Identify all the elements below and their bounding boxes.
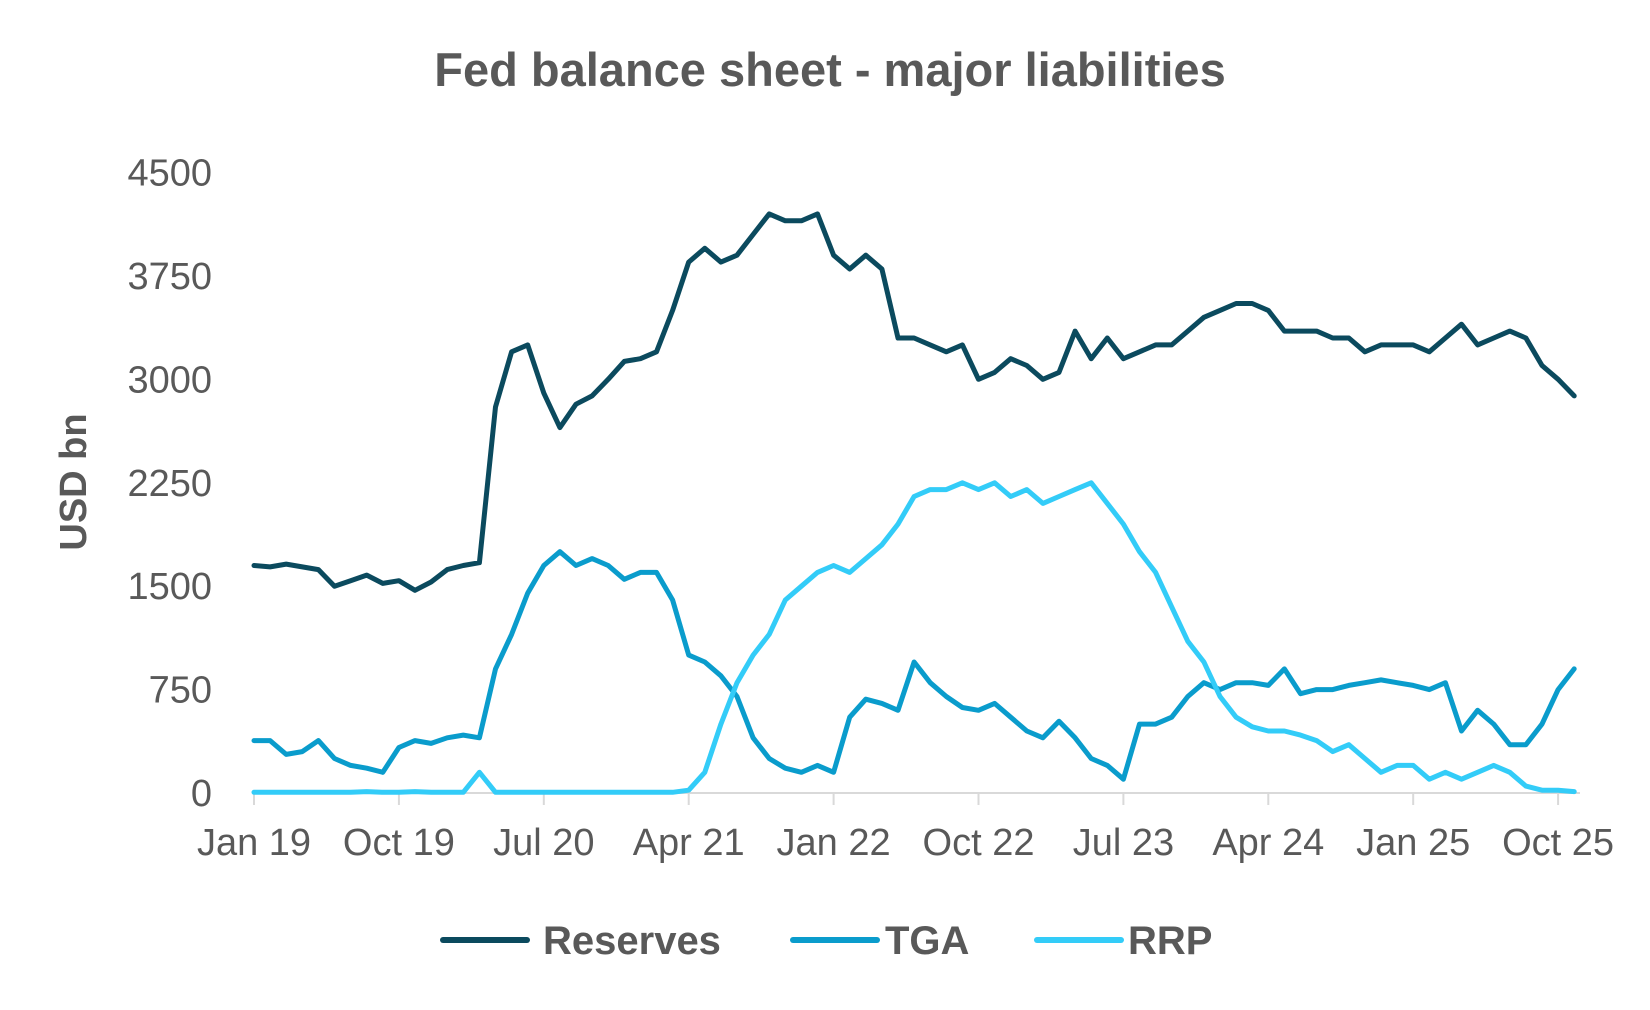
legend-item-reserves: Reserves — [440, 919, 721, 963]
x-tick-label: Jan 22 — [777, 822, 891, 864]
series-line-tga — [251, 549, 1577, 782]
x-tick-label: Oct 22 — [923, 822, 1035, 864]
y-tick-label: 4500 — [127, 153, 212, 195]
legend-label: TGA — [885, 919, 969, 963]
y-axis-label: USD bn — [53, 413, 95, 550]
legend-label: RRP — [1128, 919, 1212, 963]
legend-item-tga: TGA — [790, 919, 969, 963]
x-tick-label: Jul 20 — [493, 822, 594, 864]
x-tick-label: Oct 25 — [1502, 822, 1614, 864]
y-tick-label: 750 — [149, 670, 212, 712]
legend-item-rrp: RRP — [1034, 919, 1212, 963]
y-tick-label: 3000 — [127, 359, 212, 401]
x-tick-label: Oct 19 — [343, 822, 455, 864]
x-tick-label: Jan 19 — [197, 822, 311, 864]
y-tick-label: 3750 — [127, 256, 212, 298]
x-tick-label: Apr 24 — [1212, 822, 1324, 864]
y-tick-label: 2250 — [127, 463, 212, 505]
x-tick-label: Jan 25 — [1356, 822, 1470, 864]
y-tick-label: 1500 — [127, 566, 212, 608]
y-tick-label: 0 — [191, 773, 212, 815]
chart-title: Fed balance sheet - major liabilities — [434, 43, 1225, 96]
x-tick-label: Apr 21 — [633, 822, 745, 864]
x-tick-label: Jul 23 — [1073, 822, 1174, 864]
legend-label: Reserves — [543, 919, 721, 963]
series-line-reserves — [251, 211, 1577, 593]
series-line-rrp — [251, 480, 1577, 795]
